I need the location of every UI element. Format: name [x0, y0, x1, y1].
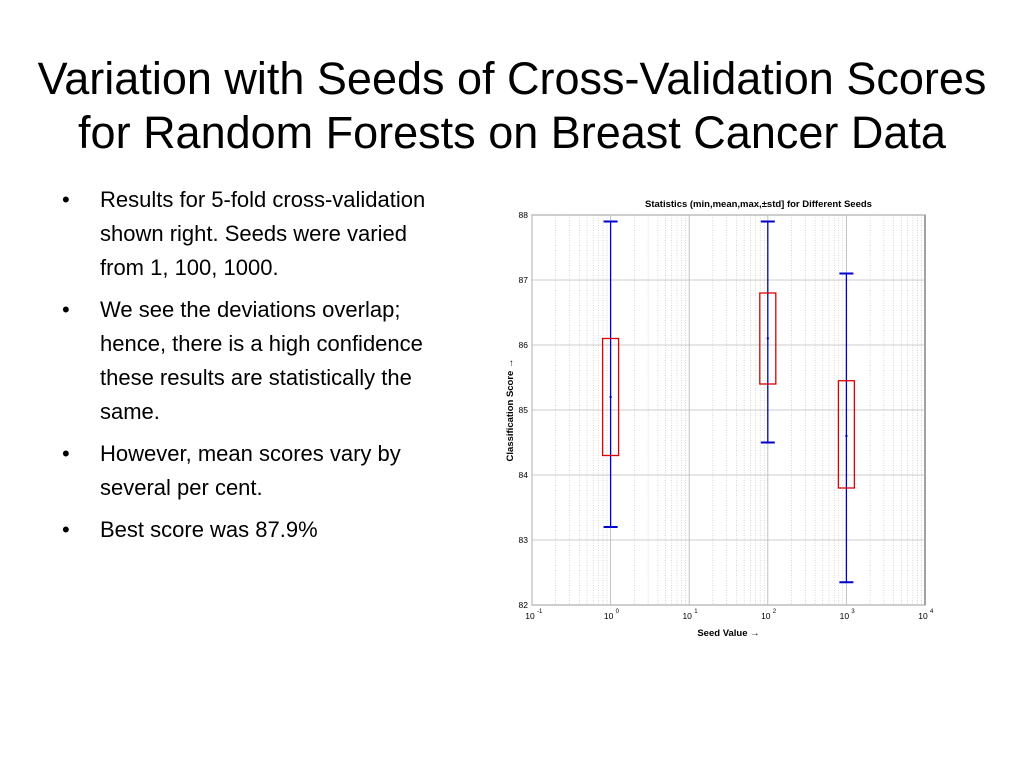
std-box [759, 292, 777, 385]
x-tick-label: 10 [761, 611, 771, 621]
x-tick-label: 10 [840, 611, 850, 621]
bullet-item: • However, mean scores vary by several pe… [58, 437, 448, 505]
bullet-marker: • [62, 187, 70, 212]
x-tick-exponent: 0 [616, 609, 620, 615]
bullet-item: • Results for 5-fold cross-validation sho… [58, 183, 448, 285]
bullet-list: • Results for 5-fold cross-validation sho… [58, 183, 448, 555]
bullet-marker: • [62, 441, 70, 466]
bullet-text: We see the deviations overlap; hence, th… [100, 297, 423, 424]
y-tick-label: 84 [519, 470, 529, 480]
bullet-marker: • [62, 517, 70, 542]
x-tick-exponent: 1 [694, 609, 698, 615]
x-tick-exponent: 3 [851, 609, 855, 615]
std-box [601, 337, 620, 457]
mean-marker [845, 434, 848, 438]
x-tick-label: 10 [918, 611, 928, 621]
std-box [837, 380, 856, 489]
bullet-text: Best score was 87.9% [100, 517, 318, 542]
x-tick-label: 10 [604, 611, 614, 621]
x-tick-label: 10 [682, 611, 692, 621]
mean-marker [609, 395, 612, 399]
x-tick-exponent: 4 [930, 609, 934, 615]
bullet-item: • Best score was 87.9% [58, 513, 448, 547]
y-tick-label: 86 [519, 340, 529, 350]
y-tick-label: 87 [519, 275, 529, 285]
bullet-item: • We see the deviations overlap; hence, t… [58, 293, 448, 429]
slide-title: Variation with Seeds of Cross-Validation… [37, 53, 987, 158]
mean-marker [766, 337, 769, 340]
x-tick-exponent: 2 [773, 609, 777, 615]
chart-title: Statistics (min,mean,max,±std] for Diffe… [645, 199, 872, 210]
x-tick-label: 10 [525, 611, 535, 621]
y-tick-label: 82 [519, 600, 529, 610]
y-tick-label: 83 [519, 535, 529, 545]
y-axis-label: Classification Score → [505, 359, 516, 462]
y-tick-label: 88 [519, 210, 529, 220]
x-tick-exponent: -1 [537, 609, 543, 615]
chart-container: 82 83 84 85 86 87 88 10 -1 10 0 10 1 10 2 10 3 10 4 Statist… [500, 190, 940, 650]
bullet-text: Results for 5-fold cross-validation show… [100, 187, 426, 280]
bullet-text: However, mean scores vary by several per… [100, 441, 401, 500]
y-tick-label: 85 [519, 405, 529, 415]
bullet-marker: • [62, 297, 70, 322]
x-axis-label: Seed Value → [697, 628, 759, 639]
